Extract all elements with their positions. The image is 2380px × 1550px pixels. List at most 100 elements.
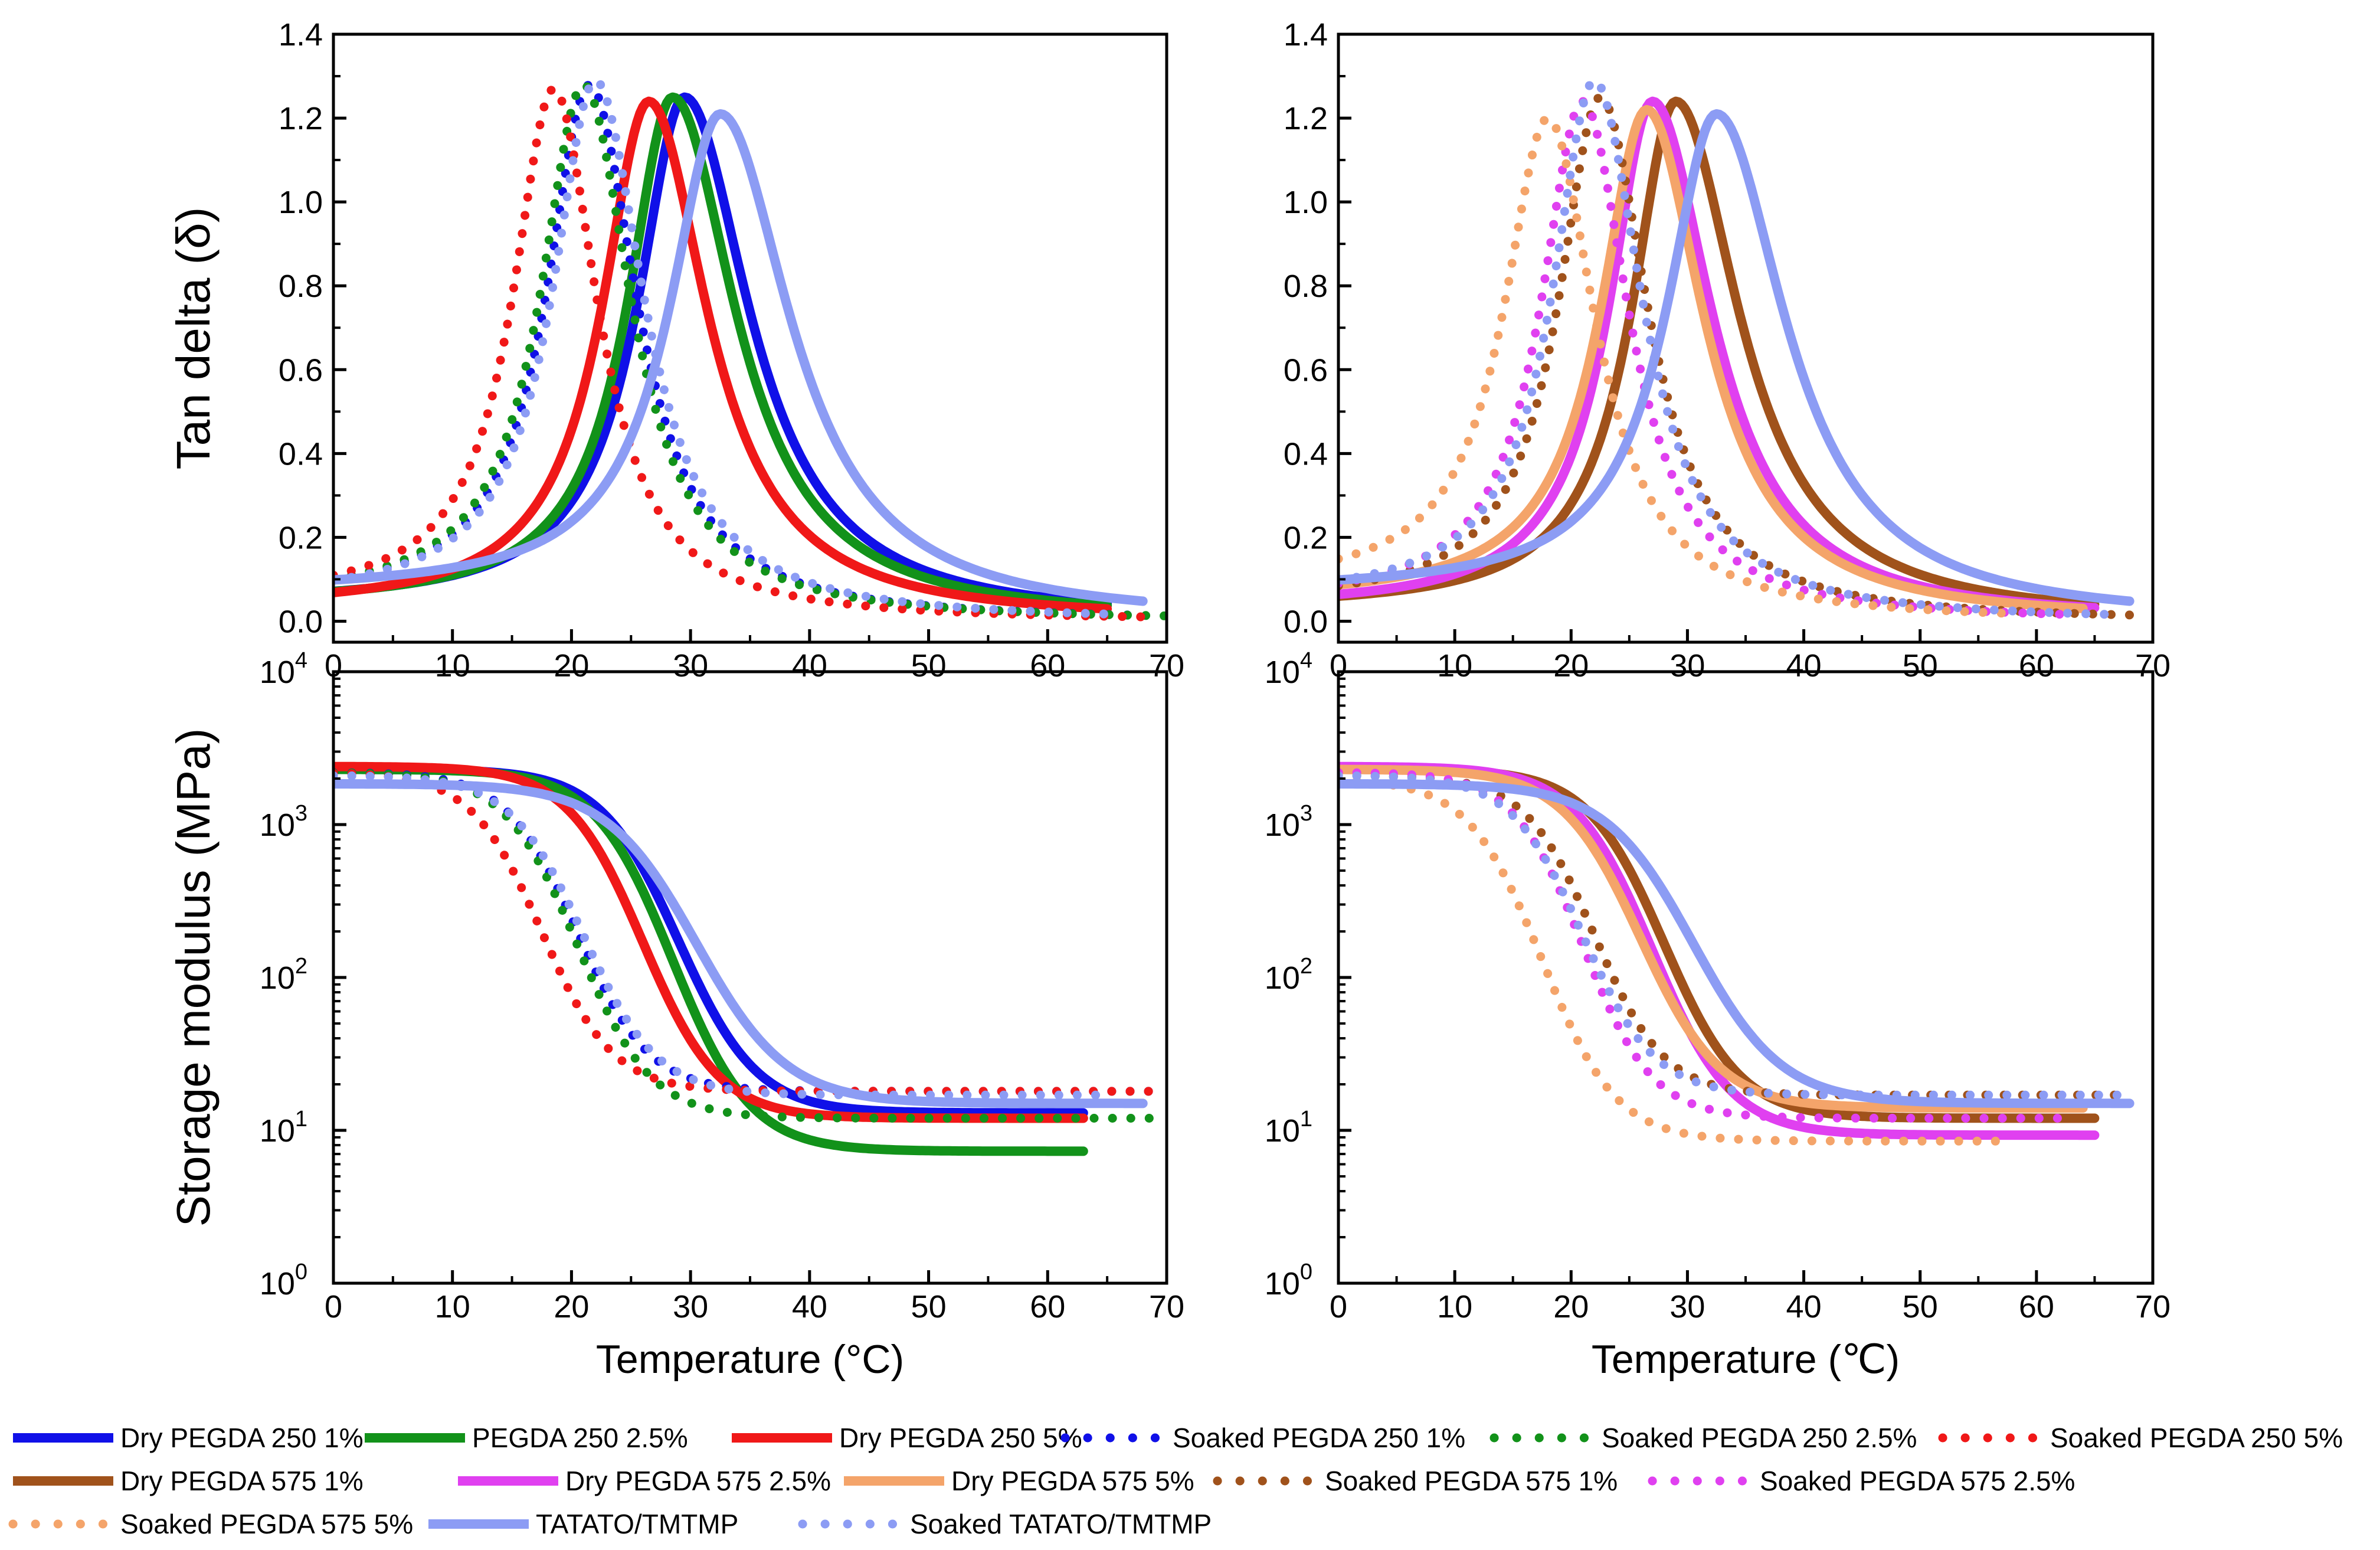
tan-right-series-group xyxy=(1338,76,2135,620)
x-tick-label: 60 xyxy=(1030,648,1065,684)
mod-right-x-axis-label: Temperature (℃) xyxy=(1592,1337,1900,1382)
series-line-soaked-tatato-tmtmp xyxy=(333,76,1124,619)
mod-left-frame xyxy=(332,670,1168,1285)
legend-label: Dry PEGDA 250 5% xyxy=(839,1423,1082,1453)
legend-entry: Dry PEGDA 250 1% xyxy=(13,1423,364,1453)
x-tick-label: 50 xyxy=(1903,1289,1938,1325)
x-tick-label: 10 xyxy=(1437,648,1472,684)
legend-label: Dry PEGDA 250 1% xyxy=(120,1423,364,1453)
x-tick-label: 50 xyxy=(1903,648,1938,684)
y-tick-label: 104 xyxy=(1265,648,1312,690)
legend-entry: Dry PEGDA 575 2.5% xyxy=(458,1466,831,1496)
series-line-soaked-pegda-575-1 xyxy=(1338,771,2135,1100)
y-tick-label: 101 xyxy=(1265,1107,1312,1149)
series-line-dry-pegda-575-2-5 xyxy=(1338,761,2100,1140)
y-tick-label: 1.2 xyxy=(1284,101,1328,136)
series-line-tatato-tmtmp xyxy=(333,109,1148,606)
series-line-dry-pegda-575-5 xyxy=(1338,104,2088,613)
x-tick-label: 60 xyxy=(2019,648,2054,684)
series-line-pegda-250-2-5 xyxy=(333,92,1112,610)
legend-entry: Dry PEGDA 250 5% xyxy=(732,1423,1082,1453)
mod-left-x-axis-label: Temperature (°C) xyxy=(596,1337,904,1382)
y-tick-label: 1.0 xyxy=(279,185,323,220)
mod-left-panel: 0 10 20 30 40 50 60 70 100 101 102 103 104 Temperatur… xyxy=(167,648,1184,1382)
x-tick-label: 40 xyxy=(1786,648,1822,684)
y-tick-label: 1.4 xyxy=(279,17,323,53)
x-tick-label: 70 xyxy=(2135,1289,2171,1325)
y-tick-label: 1.0 xyxy=(1284,185,1328,220)
legend-entry: Soaked PEGDA 250 1% xyxy=(1060,1423,1465,1453)
y-tick-label: 0.2 xyxy=(1284,520,1328,555)
y-tick-label: 0.6 xyxy=(1284,352,1328,388)
legend-entry: Soaked TATATO/TMTMP xyxy=(798,1509,1212,1539)
legend-entry: Soaked PEGDA 575 1% xyxy=(1213,1466,1618,1496)
x-tick-label: 10 xyxy=(435,1289,470,1325)
y-tick-label: 0.2 xyxy=(279,520,323,555)
x-tick-label: 60 xyxy=(1030,1289,1065,1325)
tan-left-y-axis-label: Tan delta (δ) xyxy=(167,207,220,470)
y-tick-label: 102 xyxy=(260,954,307,996)
legend-label: Dry PEGDA 575 1% xyxy=(120,1466,364,1496)
y-tick-label: 0.0 xyxy=(279,604,323,639)
legend-entry: Soaked PEGDA 575 5% xyxy=(8,1509,413,1539)
series-line-soaked-pegda-575-5 xyxy=(1338,113,2006,618)
y-tick-label: 0.8 xyxy=(279,269,323,304)
mod-right-series-group xyxy=(1338,761,2135,1146)
y-tick-label: 0.6 xyxy=(279,352,323,388)
legend-label: Soaked TATATO/TMTMP xyxy=(910,1509,1212,1539)
x-tick-label: 20 xyxy=(1553,648,1589,684)
x-tick-label: 0 xyxy=(325,1289,342,1325)
series-line-soaked-pegda-250-5 xyxy=(333,84,1148,622)
series-line-soaked-pegda-575-5 xyxy=(1338,776,2006,1146)
series-line-soaked-tatato-tmtmp xyxy=(333,771,1112,1100)
legend-label: Dry PEGDA 575 2.5% xyxy=(565,1466,831,1496)
y-tick-label: 103 xyxy=(1265,801,1312,843)
x-tick-label: 20 xyxy=(554,648,589,684)
y-tick-label: 104 xyxy=(260,648,307,690)
legend-label: Soaked PEGDA 250 2.5% xyxy=(1602,1423,1917,1453)
y-tick-label: 0.4 xyxy=(279,436,323,472)
x-tick-label: 40 xyxy=(1786,1289,1822,1325)
legend-entry: Soaked PEGDA 250 5% xyxy=(1938,1423,2343,1453)
mod-right-frame xyxy=(1337,670,2155,1285)
y-tick-label: 0.8 xyxy=(1284,269,1328,304)
y-tick-label: 1.2 xyxy=(279,101,323,136)
x-tick-label: 10 xyxy=(1437,1289,1472,1325)
legend-label: Soaked PEGDA 250 5% xyxy=(2050,1423,2343,1453)
x-tick-label: 20 xyxy=(554,1289,589,1325)
x-tick-label: 50 xyxy=(911,1289,947,1325)
legend: Dry PEGDA 250 1% PEGDA 250 2.5% Dry PEGDA … xyxy=(8,1423,2343,1539)
legend-label: TATATO/TMTMP xyxy=(536,1509,738,1539)
tan-left-series-group xyxy=(333,76,1167,622)
legend-label: Soaked PEGDA 575 5% xyxy=(120,1509,413,1539)
mod-right-panel: 0 10 20 30 40 50 60 70 100 101 102 103 104 Temperatur… xyxy=(1265,648,2171,1382)
series-line-tatato-tmtmp xyxy=(1338,779,2135,1108)
series-line-dry-pegda-250-5 xyxy=(333,761,1088,1123)
x-tick-label: 10 xyxy=(435,648,470,684)
series-line-dry-pegda-575-5 xyxy=(1338,764,2088,1113)
x-tick-label: 0 xyxy=(1330,1289,1347,1325)
series-line-soaked-pegda-575-2-5 xyxy=(1338,97,2064,619)
legend-label: Dry PEGDA 575 5% xyxy=(951,1466,1194,1496)
x-tick-label: 30 xyxy=(1669,1289,1705,1325)
y-tick-label: 1.4 xyxy=(1284,17,1328,53)
y-tick-label: 102 xyxy=(1265,954,1312,996)
y-tick-label: 0.0 xyxy=(1284,604,1328,639)
legend-entry: Dry PEGDA 575 1% xyxy=(13,1466,364,1496)
legend-label: Soaked PEGDA 575 2.5% xyxy=(1760,1466,2075,1496)
x-tick-label: 50 xyxy=(911,648,947,684)
legend-entry: TATATO/TMTMP xyxy=(428,1509,738,1539)
series-line-soaked-tatato-tmtmp xyxy=(1338,76,2111,619)
legend-label: Soaked PEGDA 575 1% xyxy=(1325,1466,1618,1496)
series-line-soaked-pegda-250-1 xyxy=(333,768,1167,1096)
legend-entry: PEGDA 250 2.5% xyxy=(365,1423,688,1453)
x-tick-label: 30 xyxy=(673,1289,708,1325)
y-tick-label: 100 xyxy=(260,1260,307,1302)
x-tick-label: 20 xyxy=(1553,1289,1589,1325)
x-tick-label: 40 xyxy=(792,1289,827,1325)
series-line-soaked-pegda-250-2-5 xyxy=(333,80,1167,620)
x-tick-label: 60 xyxy=(2019,1289,2054,1325)
chart-panels: 0 10 20 30 40 50 60 700.00.20.40.60.81.01.21.4T… xyxy=(167,17,2171,1382)
legend-entry: Dry PEGDA 575 5% xyxy=(844,1466,1194,1496)
